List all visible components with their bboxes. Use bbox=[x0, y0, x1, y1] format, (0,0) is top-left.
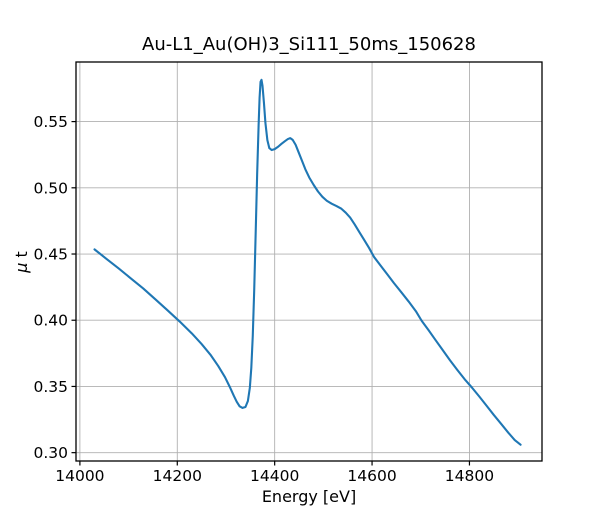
x-tick-label: 14200 bbox=[153, 467, 202, 485]
y-tick-label: 0.30 bbox=[33, 444, 68, 462]
x-tick-label: 14000 bbox=[55, 467, 104, 485]
x-tick-label: 14400 bbox=[250, 467, 299, 485]
x-axis-label: Energy [eV] bbox=[261, 487, 357, 506]
y-axis-label-mu: μ bbox=[12, 262, 31, 273]
y-tick-label: 0.45 bbox=[33, 246, 68, 264]
chart-title: Au-L1_Au(OH)3_Si111_50ms_150628 bbox=[142, 34, 476, 55]
y-tick-label: 0.50 bbox=[33, 179, 68, 197]
spectrum-line bbox=[93, 78, 522, 446]
y-axis-label: μ t bbox=[12, 222, 32, 302]
x-tick-label: 14600 bbox=[347, 467, 396, 485]
axes-spines bbox=[75, 61, 543, 462]
y-tick-label: 0.40 bbox=[33, 312, 68, 330]
y-axis-label-rest: t bbox=[12, 251, 31, 263]
x-tick-label: 14800 bbox=[445, 467, 494, 485]
y-tick-label: 0.55 bbox=[33, 113, 68, 131]
y-tick-label: 0.35 bbox=[33, 378, 68, 396]
